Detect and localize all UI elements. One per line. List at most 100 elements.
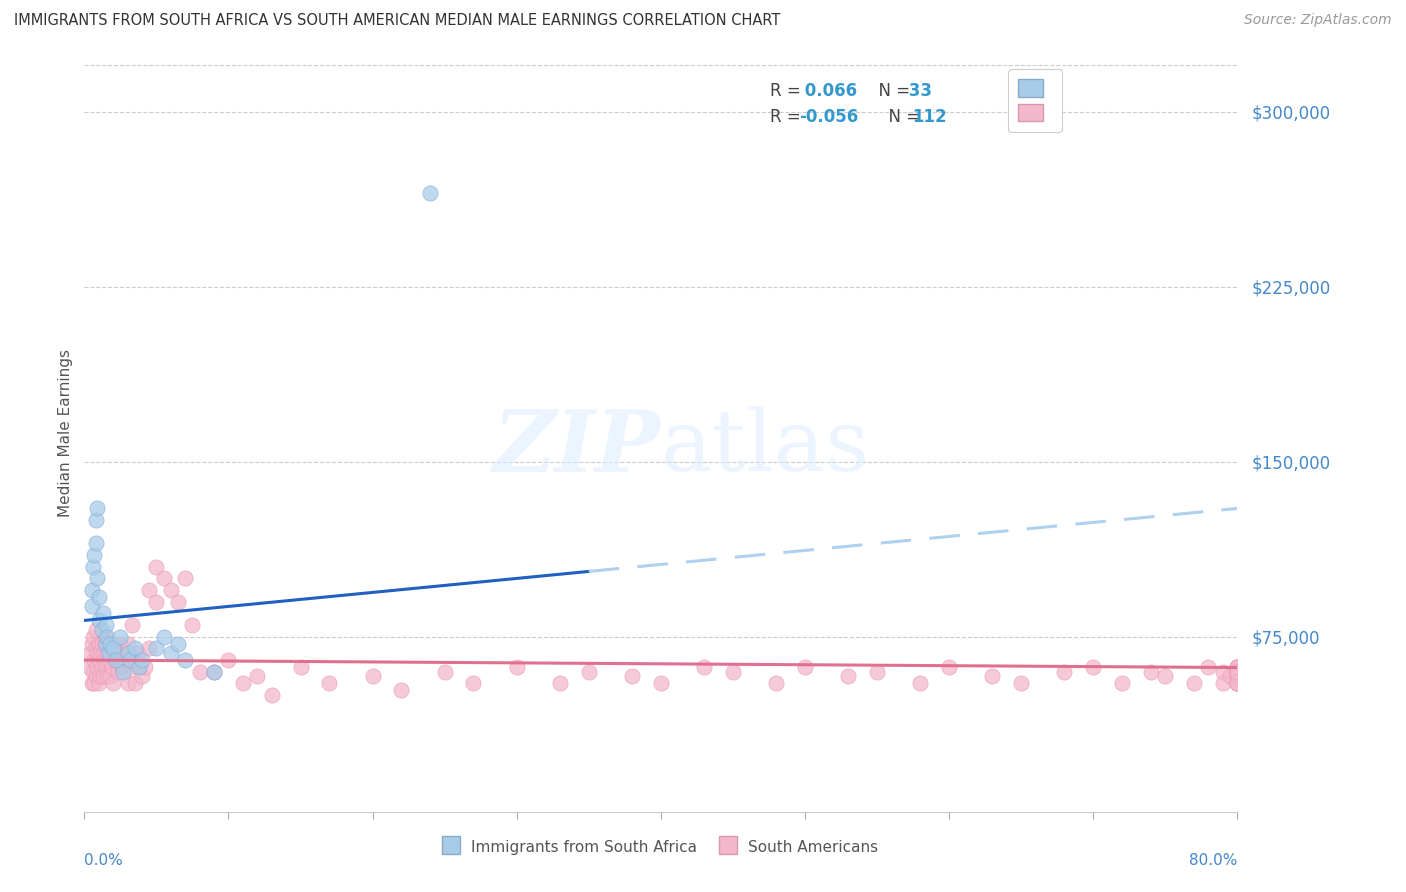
- Point: [110, 630, 132, 644]
- Point: [87, 653, 110, 667]
- Point: [1154, 669, 1177, 683]
- Point: [117, 676, 139, 690]
- Point: [103, 637, 124, 651]
- Point: [112, 665, 135, 679]
- Point: [110, 653, 132, 667]
- Point: [981, 669, 1004, 683]
- Point: [117, 637, 139, 651]
- Point: [94, 630, 117, 644]
- Point: [145, 595, 167, 609]
- Point: [1226, 665, 1249, 679]
- Point: [98, 669, 121, 683]
- Point: [90, 623, 112, 637]
- Point: [1226, 660, 1249, 674]
- Point: [419, 186, 441, 201]
- Point: [128, 660, 150, 674]
- Point: [218, 653, 240, 667]
- Point: [103, 641, 124, 656]
- Point: [86, 571, 108, 585]
- Point: [1226, 660, 1249, 674]
- Point: [120, 653, 142, 667]
- Point: [1140, 665, 1163, 679]
- Point: [361, 669, 384, 683]
- Text: atlas: atlas: [661, 406, 870, 490]
- Point: [167, 595, 190, 609]
- Point: [124, 676, 146, 690]
- Text: 0.0%: 0.0%: [84, 854, 124, 869]
- Point: [650, 676, 672, 690]
- Point: [89, 646, 111, 660]
- Point: [1226, 665, 1249, 679]
- Point: [131, 669, 153, 683]
- Legend: Immigrants from South Africa, South Americans: Immigrants from South Africa, South Amer…: [437, 833, 884, 861]
- Text: R =: R =: [770, 82, 807, 100]
- Point: [84, 536, 107, 550]
- Text: Source: ZipAtlas.com: Source: ZipAtlas.com: [1244, 13, 1392, 28]
- Point: [128, 660, 150, 674]
- Point: [87, 614, 110, 628]
- Point: [1226, 660, 1249, 674]
- Point: [290, 660, 312, 674]
- Point: [160, 583, 183, 598]
- Point: [93, 637, 115, 651]
- Point: [80, 583, 103, 598]
- Point: [145, 559, 167, 574]
- Point: [114, 646, 136, 660]
- Point: [578, 665, 600, 679]
- Point: [86, 646, 108, 660]
- Text: R =: R =: [770, 108, 807, 126]
- Point: [96, 630, 118, 644]
- Text: N =: N =: [877, 108, 925, 126]
- Point: [93, 653, 115, 667]
- Point: [145, 641, 167, 656]
- Point: [1053, 665, 1076, 679]
- Point: [105, 653, 128, 667]
- Point: [160, 646, 183, 660]
- Point: [866, 665, 889, 679]
- Point: [121, 618, 143, 632]
- Point: [1226, 676, 1249, 690]
- Point: [94, 618, 117, 632]
- Point: [96, 669, 118, 683]
- Point: [1111, 676, 1133, 690]
- Point: [110, 637, 132, 651]
- Point: [260, 688, 283, 702]
- Point: [83, 653, 105, 667]
- Point: [721, 665, 744, 679]
- Point: [1219, 669, 1241, 683]
- Point: [174, 571, 197, 585]
- Point: [77, 660, 100, 674]
- Text: ZIP: ZIP: [494, 406, 661, 490]
- Point: [82, 665, 104, 679]
- Point: [837, 669, 859, 683]
- Point: [1226, 676, 1249, 690]
- Point: [120, 660, 142, 674]
- Point: [1226, 669, 1249, 683]
- Point: [86, 501, 108, 516]
- Point: [202, 665, 225, 679]
- Point: [1226, 669, 1249, 683]
- Point: [80, 599, 103, 614]
- Point: [246, 669, 269, 683]
- Point: [152, 630, 174, 644]
- Point: [90, 660, 112, 674]
- Point: [1182, 676, 1205, 690]
- Point: [82, 630, 104, 644]
- Point: [97, 646, 120, 660]
- Point: [134, 660, 156, 674]
- Point: [80, 676, 103, 690]
- Y-axis label: Median Male Earnings: Median Male Earnings: [58, 349, 73, 516]
- Point: [87, 676, 110, 690]
- Point: [138, 641, 160, 656]
- Point: [84, 623, 107, 637]
- Point: [506, 660, 529, 674]
- Point: [103, 676, 124, 690]
- Point: [174, 653, 197, 667]
- Point: [94, 660, 117, 674]
- Text: N =: N =: [869, 82, 915, 100]
- Point: [1226, 665, 1249, 679]
- Point: [86, 660, 108, 674]
- Point: [138, 583, 160, 598]
- Point: [318, 676, 340, 690]
- Point: [80, 637, 103, 651]
